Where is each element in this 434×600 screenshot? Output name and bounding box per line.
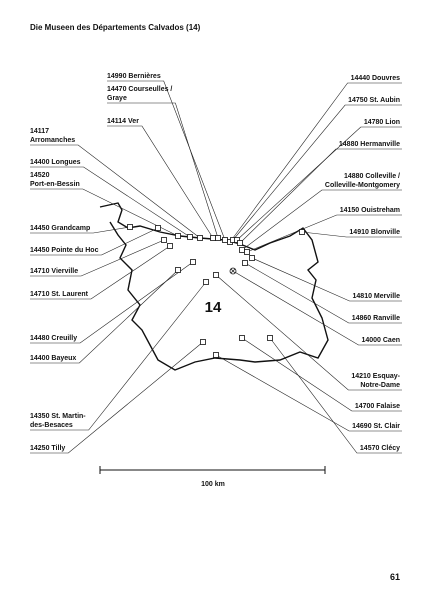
museum-label: 14810 Merville	[353, 293, 401, 300]
museum-label: 14350 St. Martin-	[30, 413, 86, 420]
site-marker	[299, 229, 305, 235]
leader-line	[30, 227, 159, 256]
scale-bar	[99, 466, 326, 474]
leader-line	[30, 239, 165, 277]
site-marker	[239, 247, 245, 253]
leader-line	[229, 82, 402, 243]
museum-label: 14710 St. Laurent	[30, 291, 89, 298]
museum-label: 14400 Longues	[30, 159, 81, 166]
museum-label: 14880 Colleville /	[344, 173, 400, 180]
site-marker	[175, 233, 181, 239]
leader-line	[30, 245, 171, 300]
museum-label: 14700 Falaise	[355, 403, 400, 410]
scale-label: 100 km	[201, 481, 225, 488]
site-marker	[215, 235, 221, 241]
museum-label: 14114 Ver	[107, 118, 139, 125]
leader-line	[241, 337, 402, 412]
page-number: 61	[390, 572, 400, 582]
leader-line	[30, 188, 179, 237]
leader-line	[30, 341, 204, 454]
leader-line	[241, 189, 402, 251]
leader-line	[215, 274, 402, 391]
museum-label: 14000 Caen	[361, 337, 400, 344]
leader-line	[244, 262, 402, 324]
museum-label: Port-en-Bessin	[30, 181, 80, 188]
leader-line	[30, 226, 131, 234]
museum-label: 14690 St. Clair	[352, 423, 400, 430]
museum-label: Graye	[107, 95, 127, 102]
museum-label: 14570 Clécy	[360, 445, 400, 452]
leader-line	[246, 214, 402, 253]
museum-label: 14880 Hermanville	[339, 141, 400, 148]
leader-line	[232, 104, 402, 241]
site-marker	[155, 225, 161, 231]
leader-line	[301, 231, 402, 238]
museum-label: 14117	[30, 128, 49, 135]
museum-label: 14450 Pointe du Hoc	[30, 247, 99, 254]
site-marker	[200, 339, 206, 345]
site-marker	[242, 260, 248, 266]
museum-label: 14750 St. Aubin	[348, 97, 400, 104]
museum-label: des-Besaces	[30, 422, 73, 429]
leader-line	[269, 337, 402, 454]
leader-line	[30, 144, 201, 239]
leader-line	[239, 148, 402, 244]
leader-line	[232, 270, 402, 346]
site-marker	[249, 255, 255, 261]
leader-line	[107, 102, 219, 239]
museum-label: 14780 Lion	[364, 119, 400, 126]
site-marker	[187, 234, 193, 240]
museum-label: 14210 Esquay-	[351, 373, 400, 380]
leader-line	[236, 126, 402, 241]
site-marker	[127, 224, 133, 230]
department-number: 14	[205, 299, 222, 316]
museum-label: 14450 Grandcamp	[30, 225, 90, 232]
museum-label: 14480 Creuilly	[30, 335, 77, 342]
leader-line	[251, 257, 402, 302]
site-marker	[213, 352, 219, 358]
leader-line	[30, 269, 179, 364]
museum-label: 14250 Tilly	[30, 445, 65, 452]
site-marker	[267, 335, 273, 341]
leader-line	[107, 125, 214, 239]
site-marker	[213, 272, 219, 278]
museum-label: 14440 Douvres	[351, 75, 401, 82]
museum-label: 14860 Ranville	[352, 315, 400, 322]
site-marker	[237, 240, 243, 246]
museum-label: 14470 Courseulles /	[107, 86, 172, 93]
leader-line	[107, 80, 226, 241]
site-marker	[203, 279, 209, 285]
leader-line	[30, 281, 207, 431]
site-marker	[190, 259, 196, 265]
museum-label: 14150 Ouistreham	[340, 207, 400, 214]
site-marker	[210, 235, 216, 241]
site-marker-cross	[230, 268, 236, 274]
site-marker	[244, 249, 250, 255]
museum-label: 14520	[30, 172, 50, 179]
museum-label: 14400 Bayeux	[30, 355, 76, 362]
site-marker	[222, 237, 228, 243]
site-marker	[167, 243, 173, 249]
museum-label: 14990 Bernières	[107, 73, 161, 80]
leader-line	[30, 166, 191, 238]
site-marker	[175, 267, 181, 273]
museum-label: 14710 Vierville	[30, 268, 78, 275]
site-marker	[197, 235, 203, 241]
museum-label: Notre-Dame	[360, 382, 400, 389]
leader-line	[215, 354, 402, 432]
page-title: Die Museen des Départements Calvados (14…	[30, 23, 201, 32]
site-marker	[239, 335, 245, 341]
site-marker	[161, 237, 167, 243]
site-marker	[234, 237, 240, 243]
museum-label: Colleville-Montgomery	[325, 182, 400, 189]
museum-label: 14910 Blonville	[349, 229, 400, 236]
museum-label: Arromanches	[30, 137, 75, 144]
leader-line	[30, 261, 194, 344]
museum-labels: 14990 Bernières 14470 Courseulles / Graye 1…	[30, 73, 402, 454]
department-outline	[99, 202, 329, 371]
